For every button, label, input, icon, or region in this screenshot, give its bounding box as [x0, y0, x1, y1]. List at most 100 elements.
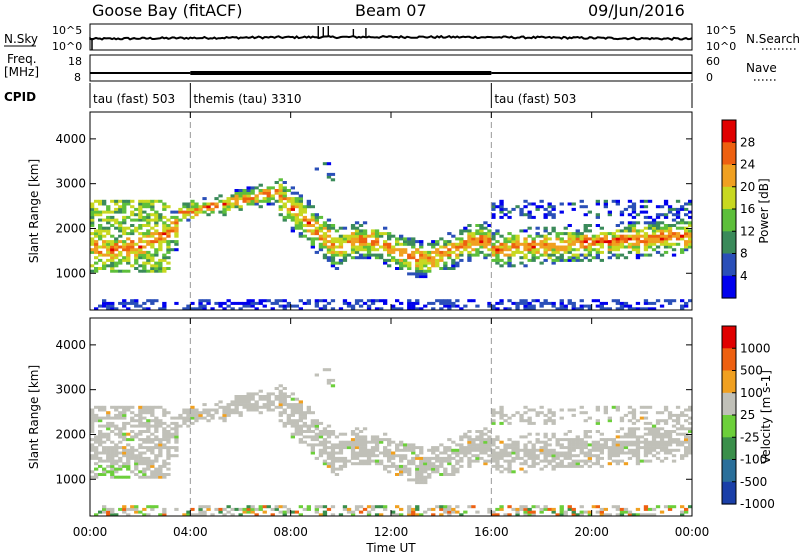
power-echo-cell: [138, 202, 143, 206]
power-echo-cell: [467, 253, 472, 257]
power-echo-cell: [688, 299, 693, 303]
velocity-echo-cell: [114, 470, 119, 474]
velocity-echo-cell: [643, 459, 649, 463]
velocity-echo-cell: [680, 440, 685, 444]
power-echo-cell: [543, 234, 548, 238]
power-echo-cell: [659, 237, 665, 241]
power-echo-cell: [314, 304, 319, 308]
power-echo-cell: [491, 245, 496, 249]
velocity-echo-cell: [671, 440, 677, 444]
power-echo-cell: [539, 304, 544, 308]
x-tick-label: 00:00: [675, 525, 710, 539]
velocity-echo-cell: [366, 505, 372, 509]
power-echo-cell: [194, 207, 199, 211]
velocity-echo-cell: [314, 419, 319, 423]
velocity-echo-cell: [639, 435, 645, 439]
velocity-echo-cell: [627, 430, 633, 433]
velocity-echo-cell: [370, 505, 376, 509]
velocity-echo-cell: [399, 448, 404, 452]
velocity-echo-cell: [134, 464, 139, 468]
power-echo-cell: [354, 234, 360, 238]
velocity-echo-cell: [222, 416, 227, 420]
velocity-echo-cell: [431, 462, 436, 466]
velocity-echo-cell: [435, 448, 440, 452]
power-echo-cell: [595, 256, 600, 260]
velocity-echo-cell: [675, 419, 681, 423]
velocity-echo-cell: [391, 454, 396, 458]
velocity-echo-cell: [539, 507, 544, 511]
velocity-echo-cell: [631, 443, 637, 447]
velocity-echo-cell: [150, 507, 155, 511]
velocity-echo-cell: [635, 435, 641, 439]
power-echo-cell: [671, 248, 677, 252]
power-echo-cell: [314, 215, 319, 219]
velocity-echo-cell: [358, 510, 364, 514]
power-echo-cell: [443, 245, 448, 249]
power-echo-cell: [214, 301, 219, 305]
velocity-echo-cell: [451, 456, 456, 460]
velocity-echo-cell: [158, 451, 163, 455]
velocity-echo-cell: [358, 440, 364, 444]
power-echo-cell: [499, 205, 504, 209]
power-echo-cell: [491, 232, 496, 236]
power-echo-cell: [491, 237, 496, 241]
velocity-echo-cell: [419, 481, 424, 485]
power-echo-cell: [607, 250, 612, 254]
power-echo-cell: [366, 234, 372, 238]
power-echo-cell: [334, 237, 340, 241]
power-echo-cell: [154, 253, 159, 257]
power-echo-cell: [118, 226, 123, 230]
velocity-echo-cell: [459, 451, 464, 455]
velocity-echo-cell: [182, 416, 187, 420]
power-echo-cell: [114, 226, 119, 230]
velocity-echo-cell: [483, 443, 488, 447]
power-echo-cell: [230, 307, 235, 311]
velocity-echo-cell: [559, 416, 564, 420]
velocity-echo-cell: [623, 462, 629, 466]
power-echo-cell: [403, 237, 408, 241]
velocity-echo-cell: [663, 456, 669, 460]
power-echo-cell: [202, 205, 207, 209]
velocity-echo-cell: [202, 510, 207, 514]
colorbar-tick-label: -25: [740, 430, 760, 444]
velocity-echo-cell: [190, 507, 195, 511]
velocity-echo-cell: [254, 513, 259, 517]
colorbar-tick-label: 12: [740, 224, 755, 238]
power-echo-cell: [531, 240, 536, 244]
power-echo-cell: [94, 269, 99, 273]
velocity-echo-cell: [254, 405, 259, 409]
power-echo-cell: [114, 264, 119, 268]
power-echo-cell: [250, 199, 255, 203]
power-echo-cell: [579, 205, 584, 209]
power-echo-cell: [399, 258, 404, 262]
velocity-echo-cell: [174, 448, 179, 452]
power-echo-cell: [447, 242, 452, 246]
power-echo-cell: [154, 215, 159, 219]
velocity-echo-cell: [451, 451, 456, 455]
power-echo-cell: [675, 226, 681, 230]
power-echo-cell: [234, 202, 239, 206]
power-echo-cell: [150, 258, 155, 262]
velocity-echo-cell: [110, 446, 115, 450]
velocity-echo-cell: [631, 408, 637, 412]
velocity-echo-cell: [671, 430, 677, 433]
velocity-echo-cell: [306, 505, 311, 509]
velocity-echo-cell: [507, 470, 512, 474]
beam-title: Beam 07: [355, 1, 427, 20]
velocity-echo-cell: [495, 513, 500, 517]
velocity-echo-cell: [591, 440, 596, 444]
power-echo-cell: [423, 261, 428, 265]
velocity-echo-cell: [150, 411, 155, 415]
velocity-echo-cell: [162, 464, 167, 468]
velocity-echo-cell: [495, 451, 500, 455]
power-echo-cell: [138, 224, 143, 227]
velocity-echo-cell: [383, 438, 388, 442]
velocity-echo-cell: [322, 448, 328, 452]
velocity-echo-cell: [447, 507, 452, 511]
power-echo-cell: [511, 240, 516, 244]
power-echo-cell: [338, 240, 344, 244]
power-echo-cell: [166, 218, 171, 222]
power-echo-cell: [306, 221, 311, 225]
power-echo-cell: [455, 261, 460, 265]
velocity-echo-cell: [684, 427, 689, 431]
